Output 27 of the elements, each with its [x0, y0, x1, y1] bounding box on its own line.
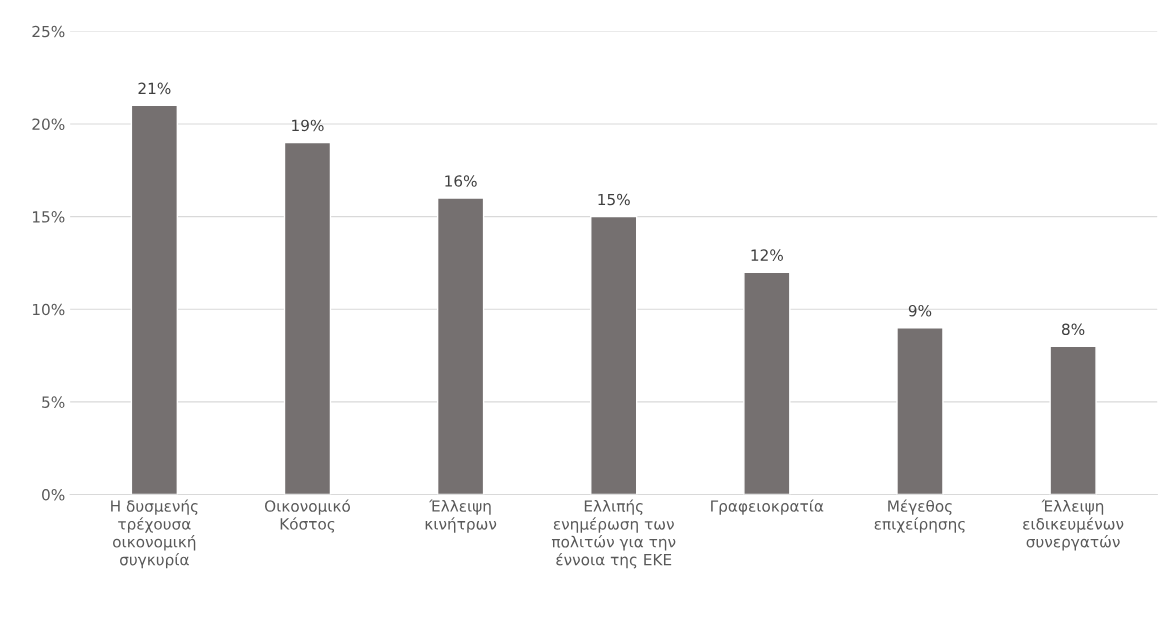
y-tick-label: 25% [32, 25, 65, 38]
data-label: 8% [1062, 323, 1085, 336]
x-tick-label: Γραφειοκρατία [711, 499, 824, 515]
bar [283, 141, 332, 495]
y-tick-label: 15% [33, 211, 65, 223]
x-tick-label: Οικονομικό Κόστος [265, 499, 350, 533]
x-tick-label: Η δυσμενής τρέχουσα οικονομική συγκυρία [111, 499, 198, 569]
data-label: 16% [445, 175, 477, 187]
x-tick-label: Έλλειψη κινήτρων [425, 499, 497, 533]
bar [590, 215, 638, 495]
bar [436, 197, 485, 495]
bar [743, 271, 791, 495]
x-tick-label: Μέγεθος επιχείρησης [874, 499, 965, 533]
data-label: 21% [138, 82, 171, 95]
y-tick-label: 10% [33, 303, 65, 316]
bar [130, 104, 179, 495]
y-tick-label: 0% [42, 489, 65, 501]
x-tick-label: Ελλιπής ενημέρωση των πολιτών για την έννοια της ΕΚΕ [551, 499, 676, 569]
data-label: 12% [751, 249, 783, 261]
y-tick-label: 5% [42, 396, 65, 408]
data-label: 9% [908, 304, 932, 317]
bar [1049, 345, 1097, 495]
data-label: 15% [598, 193, 630, 206]
y-tick-label: 20% [32, 118, 65, 130]
x-tick-label: Έλλειψη ειδικευμένων συνεργατών [1023, 499, 1124, 551]
bar [896, 327, 944, 495]
data-label: 19% [292, 119, 324, 132]
